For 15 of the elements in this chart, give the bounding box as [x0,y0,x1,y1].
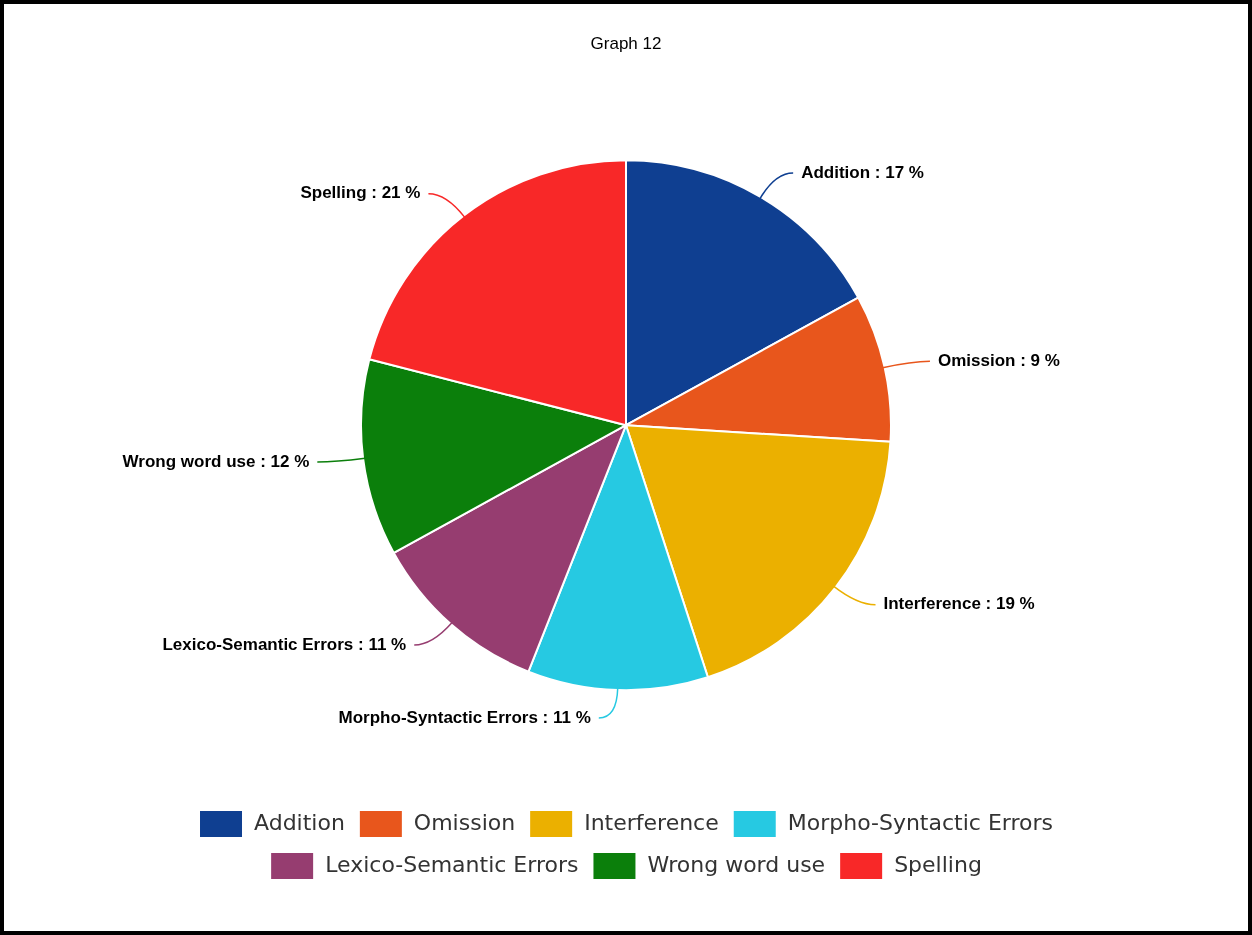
legend-label: Addition [254,809,345,835]
legend-label: Wrong word use [647,851,826,877]
category-label: Morpho-Syntactic Errors : 11 % [338,707,591,727]
category-label: Interference : 19 % [883,594,1035,614]
legend-label: Omission [413,809,516,835]
legend-label: Spelling [894,851,982,877]
category-label: Spelling : 21 % [300,183,421,203]
chart-title: Graph 12 [590,33,662,53]
legend-label: Interference [584,809,719,835]
category-label: Addition : 17 % [801,162,924,182]
category-label: Wrong word use : 12 % [122,451,310,471]
category-label: Omission : 9 % [937,350,1060,370]
legend-label: Lexico-Semantic Errors [325,851,579,877]
legend-label: Morpho-Syntactic Errors [787,809,1053,835]
category-label: Lexico-Semantic Errors : 11 % [162,634,407,654]
